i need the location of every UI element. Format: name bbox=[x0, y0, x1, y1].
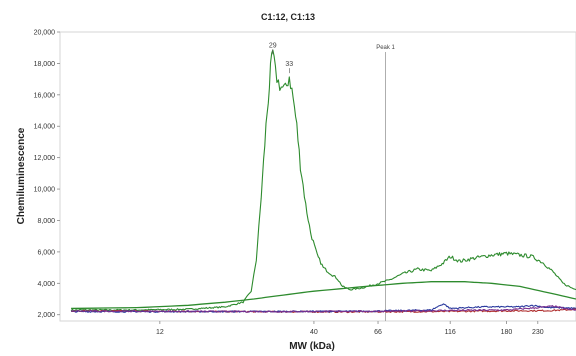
y-tick-label: 20,000 bbox=[34, 30, 56, 37]
x-tick-label: 12 bbox=[156, 329, 164, 336]
series-group bbox=[70, 49, 576, 314]
y-tick-label: 14,000 bbox=[34, 124, 56, 131]
x-axis-ticks: 12 40 66 116 180 230 bbox=[156, 321, 544, 336]
series-line bbox=[70, 49, 576, 312]
x-tick-label: 180 bbox=[501, 329, 513, 336]
x-tick-label: 230 bbox=[532, 329, 544, 336]
peak-annotations: 29 33 bbox=[269, 42, 293, 74]
series-line bbox=[71, 281, 576, 310]
peak-marker: Peak 1 bbox=[376, 45, 396, 321]
y-tick-label: 18,000 bbox=[34, 61, 56, 68]
x-tick-label: 40 bbox=[310, 329, 318, 336]
y-tick-label: 12,000 bbox=[34, 155, 56, 162]
plot-area bbox=[59, 31, 576, 322]
y-tick-label: 10,000 bbox=[34, 187, 56, 194]
x-tick-label: 116 bbox=[445, 329, 456, 336]
x-axis-label: MW (kDa) bbox=[289, 341, 335, 352]
y-tick-label: 2,000 bbox=[37, 312, 55, 319]
series-line bbox=[71, 305, 576, 313]
y-tick-label: 6,000 bbox=[37, 249, 55, 256]
peak-annotation-label: 29 bbox=[269, 42, 277, 49]
y-tick-label: 4,000 bbox=[37, 281, 55, 288]
peak-marker-label: Peak 1 bbox=[376, 45, 395, 51]
y-axis-label: Chemiluminescence bbox=[16, 127, 27, 224]
y-tick-label: 16,000 bbox=[34, 92, 56, 99]
peak-annotation-label: 33 bbox=[285, 61, 293, 68]
y-tick-label: 8,000 bbox=[37, 218, 55, 225]
y-axis-ticks: 2,000 4,000 6,000 8,000 10,000 12,000 14,000 16… bbox=[34, 30, 60, 319]
chart-title: C1:12, C1:13 bbox=[261, 12, 315, 22]
x-tick-label: 66 bbox=[374, 329, 382, 336]
